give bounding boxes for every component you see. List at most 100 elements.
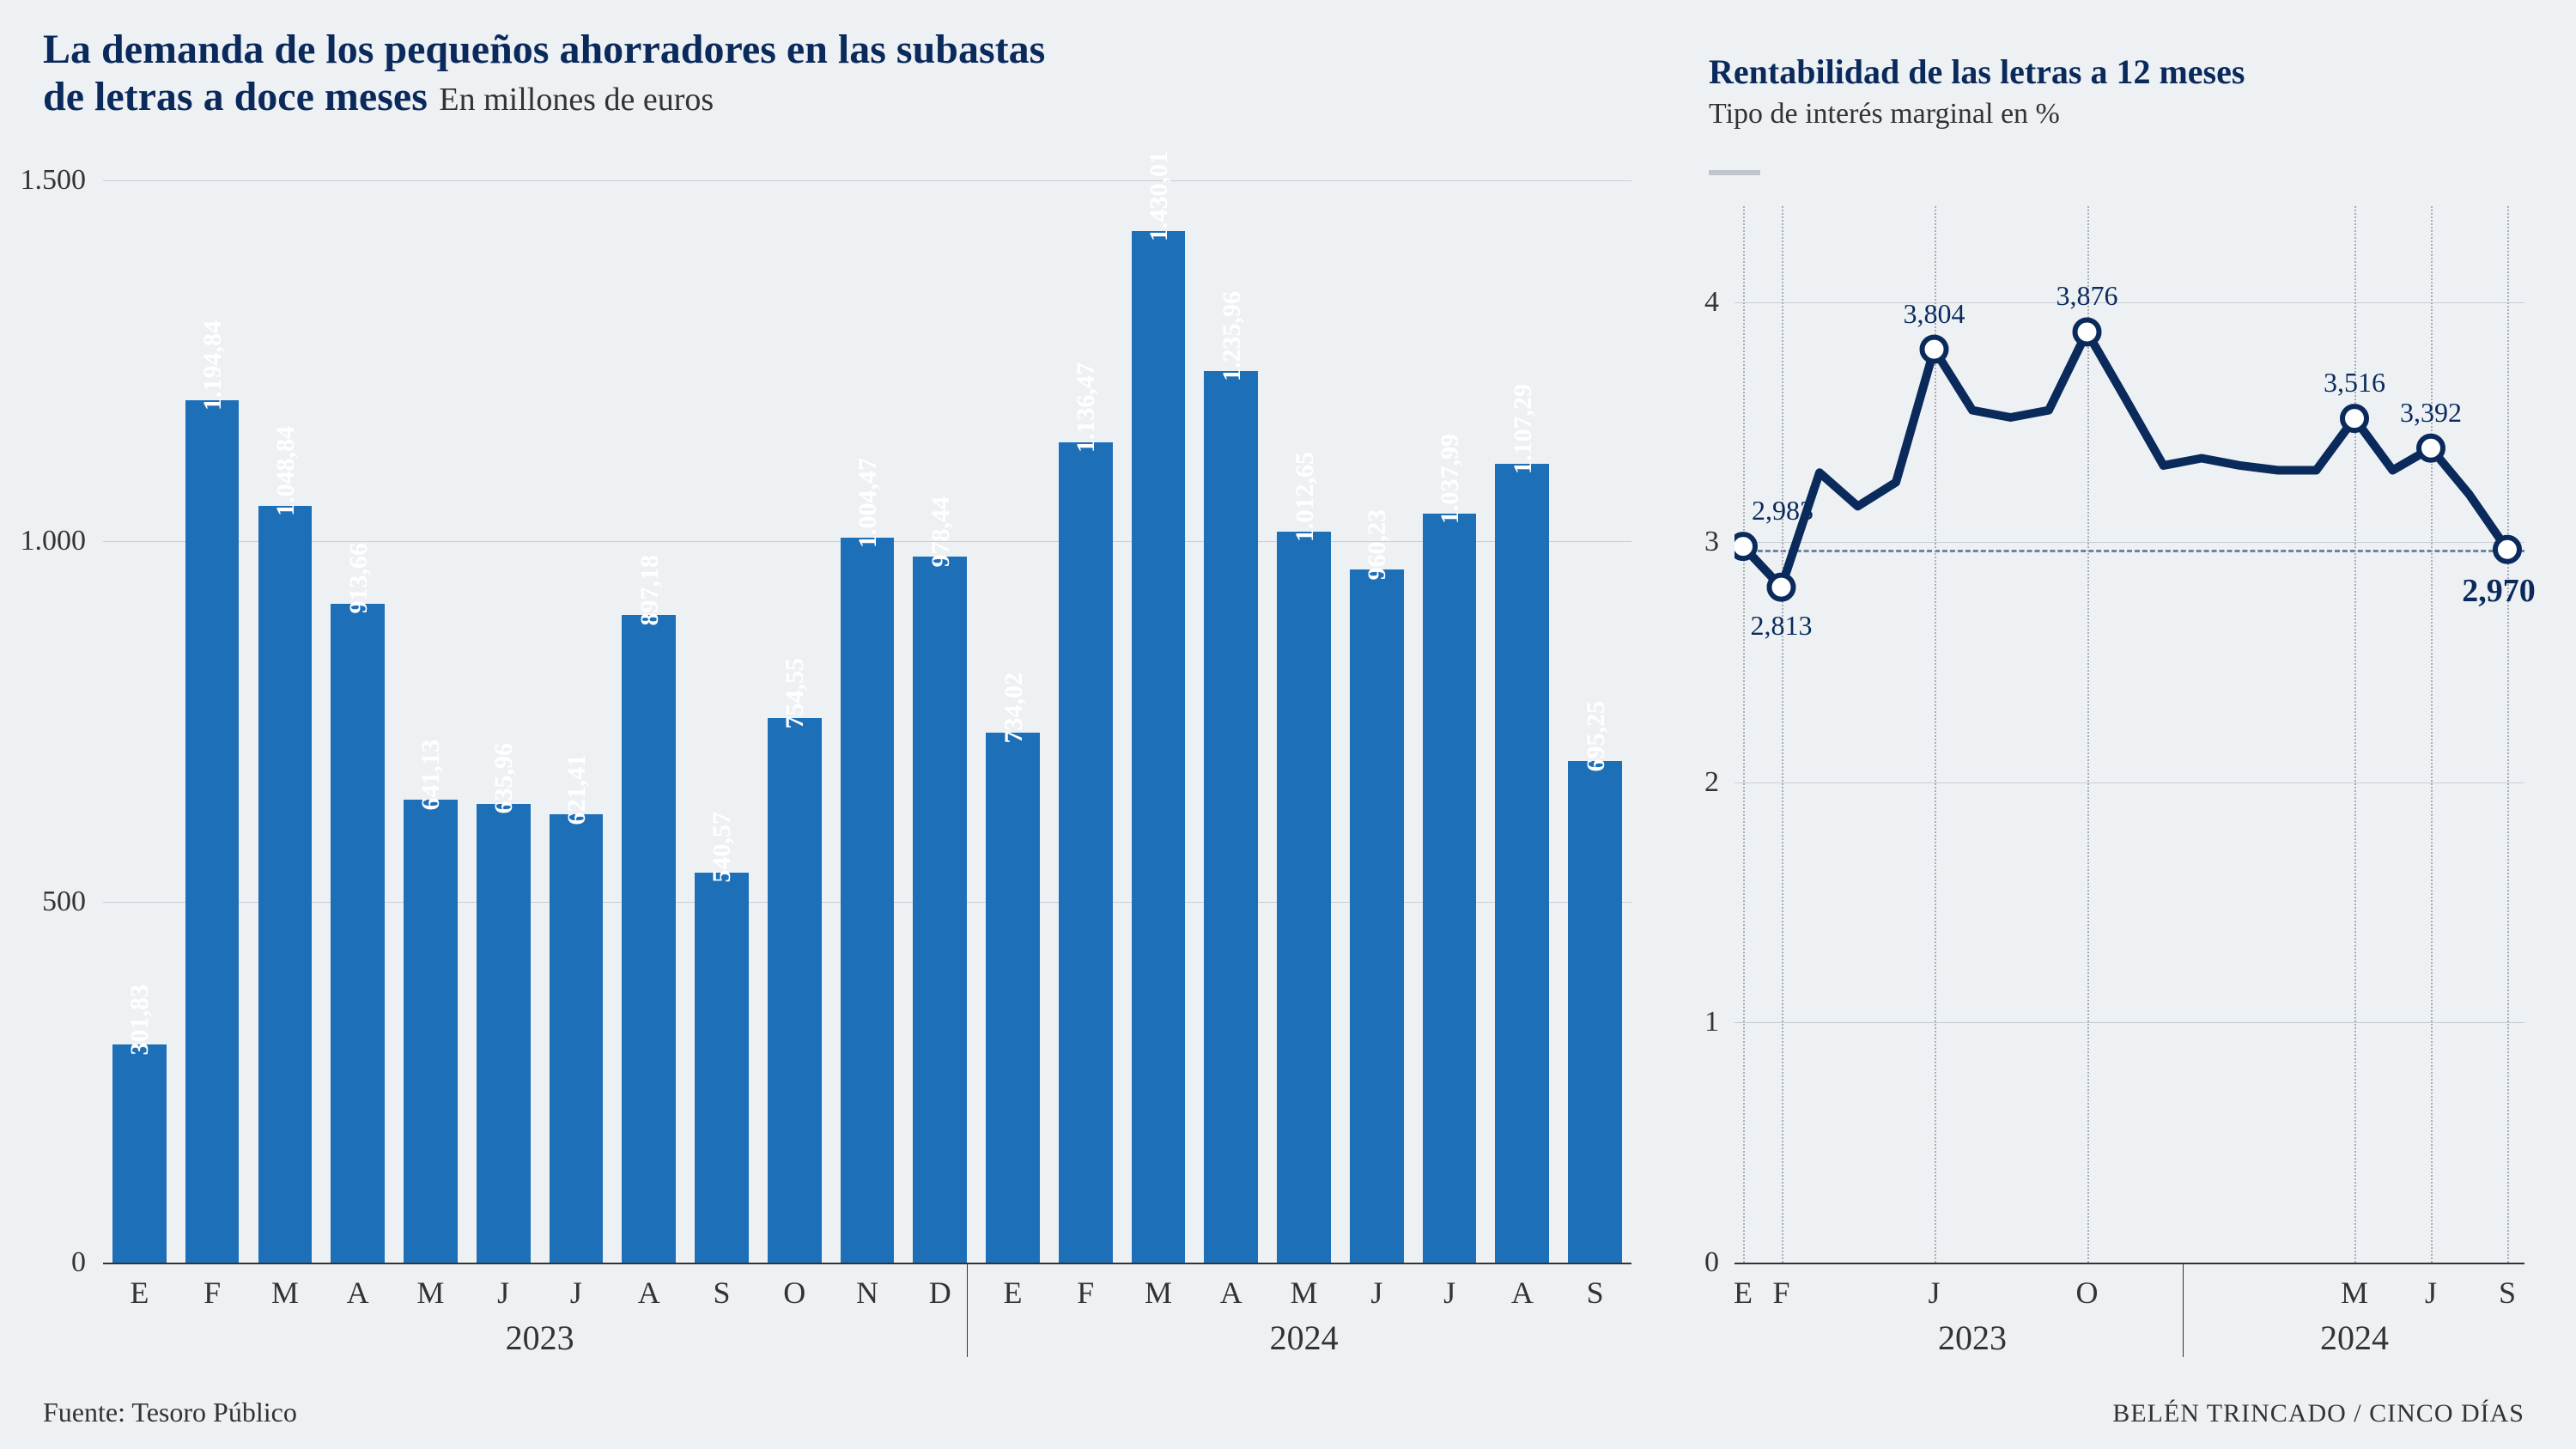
line-x-tick-label: E	[1734, 1275, 1753, 1311]
bar-value-label: 301,83	[125, 984, 155, 1056]
main-header: La demanda de los pequeños ahorradores e…	[43, 26, 1045, 120]
bar	[1423, 514, 1477, 1263]
bar-value-label: 897,18	[635, 555, 665, 626]
bar-x-tick-label: M	[1291, 1275, 1318, 1311]
right-subtitle: Tipo de interés marginal en %	[1709, 98, 2245, 131]
bar-value-label: 621,41	[562, 754, 592, 825]
bar-value-label: 540,57	[708, 812, 737, 883]
bar	[695, 873, 749, 1263]
bar-value-label: 960,23	[1363, 509, 1392, 581]
bar-value-label: 1.012,65	[1291, 452, 1320, 542]
bar-x-tick-label: E	[1004, 1275, 1023, 1311]
bar	[1059, 442, 1113, 1263]
bar-x-tick-label: E	[130, 1275, 149, 1311]
bar-x-tick-label: A	[638, 1275, 660, 1311]
line-marker	[1770, 575, 1794, 600]
main-title-line2: de letras a doce meses	[43, 74, 428, 119]
line-marker	[1735, 534, 1755, 558]
bar-x-tick-label: A	[1511, 1275, 1534, 1311]
line-point-label: 3,876	[2057, 280, 2118, 312]
line-x-tick-label: O	[2076, 1275, 2099, 1311]
bar-baseline	[103, 1263, 1631, 1264]
bar-value-label: 1.107,29	[1509, 384, 1538, 474]
line-x-tick-label: J	[2425, 1275, 2437, 1311]
line-point-label: 3,392	[2400, 397, 2462, 429]
bar-value-label: 1.136,47	[1072, 362, 1101, 453]
line-x-tick-label: M	[2341, 1275, 2368, 1311]
bar-value-label: 635,96	[489, 743, 519, 814]
bar	[1350, 569, 1404, 1263]
line-marker	[2075, 320, 2099, 344]
bar-value-label: 1.235,96	[1218, 291, 1247, 381]
line-point-label: 3,804	[1904, 298, 1965, 330]
bar-value-label: 641,13	[416, 740, 446, 811]
bar-x-tick-label: J	[1443, 1275, 1455, 1311]
bar	[185, 400, 240, 1263]
bar-y-tick-label: 1.500	[21, 164, 87, 197]
line-point-label: 3,516	[2324, 367, 2385, 399]
line-marker	[2342, 406, 2366, 430]
bar-x-tick-label: M	[1145, 1275, 1172, 1311]
bar	[404, 800, 458, 1263]
line-marker	[2495, 538, 2519, 562]
line-y-tick-label: 4	[1704, 286, 1719, 319]
bar	[1204, 371, 1258, 1263]
bar-y-tick-label: 500	[42, 886, 86, 918]
bar-x-tick-label: M	[271, 1275, 299, 1311]
bar-value-label: 734,02	[999, 673, 1029, 744]
bar-x-tick-label: J	[1370, 1275, 1382, 1311]
bar-value-label: 1.004,47	[854, 458, 883, 548]
footer-source: Fuente: Tesoro Público	[43, 1397, 297, 1428]
bar-value-label: 695,25	[1582, 701, 1611, 772]
bar	[986, 733, 1040, 1263]
line-path	[1743, 332, 2507, 587]
bar-x-tick-label: O	[783, 1275, 805, 1311]
bar	[331, 604, 385, 1263]
bar-value-label: 978,44	[927, 496, 956, 568]
bar	[622, 615, 676, 1263]
bar-x-tick-label: S	[1587, 1275, 1604, 1311]
line-y-tick-label: 1	[1704, 1006, 1719, 1038]
line-y-tick-label: 2	[1704, 766, 1719, 799]
line-point-label: 2,983	[1752, 495, 1814, 527]
bar-value-label: 913,66	[344, 543, 374, 614]
line-baseline	[1735, 1263, 2524, 1264]
line-year-separator	[2183, 1263, 2184, 1357]
bar	[1132, 231, 1186, 1263]
bar-x-tick-label: M	[416, 1275, 444, 1311]
bar-value-label: 754,55	[781, 658, 810, 729]
bar-value-label: 1.194,84	[198, 320, 228, 411]
bar	[913, 557, 967, 1263]
bar-value-label: 1.048,84	[271, 426, 301, 516]
bar	[768, 718, 822, 1263]
line-marker	[1923, 338, 1947, 362]
line-svg	[1735, 206, 2524, 1263]
bar-year-label: 2024	[1270, 1318, 1339, 1358]
line-year-label: 2023	[1938, 1318, 2007, 1358]
bar-year-label: 2023	[506, 1318, 574, 1358]
bar-x-tick-label: J	[570, 1275, 582, 1311]
main-title-line1: La demanda de los pequeños ahorradores e…	[43, 26, 1045, 73]
bar-x-tick-label: D	[929, 1275, 951, 1311]
bar-y-tick-label: 1.000	[21, 525, 87, 557]
line-x-tick-label: F	[1772, 1275, 1789, 1311]
bar-y-tick-label: 0	[71, 1246, 86, 1279]
bar	[477, 804, 531, 1263]
main-subtitle-text: En millones de euros	[439, 82, 714, 118]
bar	[1277, 532, 1331, 1263]
main-subtitle	[431, 82, 440, 118]
line-chart: 01234EFJOMJS202320242,9832,8133,8043,876…	[1735, 206, 2524, 1263]
bar	[1495, 464, 1549, 1263]
legend-line-accent	[1709, 170, 1760, 175]
bar-value-label: 1.037,99	[1436, 434, 1465, 524]
bar-x-tick-label: F	[1077, 1275, 1094, 1311]
bar-x-tick-label: J	[497, 1275, 509, 1311]
line-y-tick-label: 3	[1704, 526, 1719, 558]
bar-year-separator	[967, 1263, 968, 1357]
line-year-label: 2024	[2320, 1318, 2389, 1358]
line-marker	[2419, 436, 2443, 460]
bar-chart: 05001.0001.500301,83E1.194,84F1.048,84M9…	[103, 180, 1631, 1263]
bar-x-tick-label: A	[347, 1275, 369, 1311]
right-header: Rentabilidad de las letras a 12 meses Ti…	[1709, 52, 2245, 131]
line-x-tick-label: S	[2499, 1275, 2516, 1311]
